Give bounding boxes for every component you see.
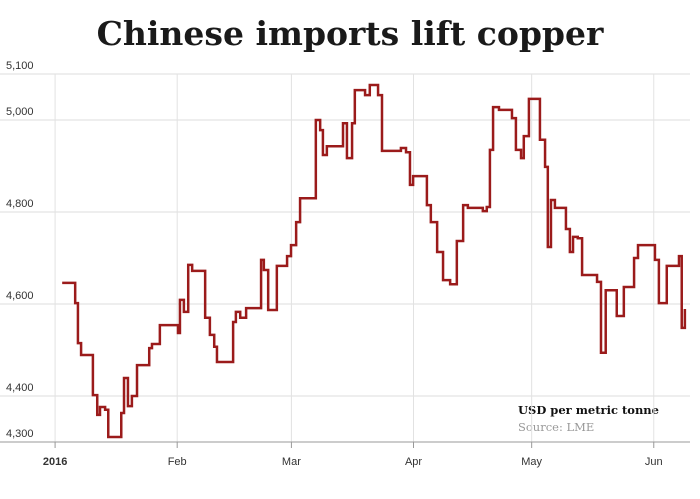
x-tick-label: May: [521, 456, 542, 468]
y-tick-label: 4,600: [6, 290, 34, 302]
y-tick-label: 4,800: [6, 198, 34, 210]
y-tick-label: 5,000: [6, 106, 34, 118]
x-tick-label: Jun: [645, 456, 663, 468]
chart-title: Chinese imports lift copper: [97, 14, 604, 53]
y-tick-label: 4,400: [6, 382, 34, 394]
source-note: Source: LME: [518, 420, 594, 434]
x-tick-label: 2016: [43, 456, 67, 468]
unit-note: USD per metric tonne: [518, 403, 659, 417]
x-tick-label: Mar: [282, 456, 301, 468]
x-tick-label: Feb: [168, 456, 187, 468]
price-line: [62, 83, 687, 439]
y-tick-label: 5,100: [6, 60, 34, 72]
x-tick-label: Apr: [405, 456, 422, 468]
y-tick-label: 4,300: [6, 428, 34, 440]
